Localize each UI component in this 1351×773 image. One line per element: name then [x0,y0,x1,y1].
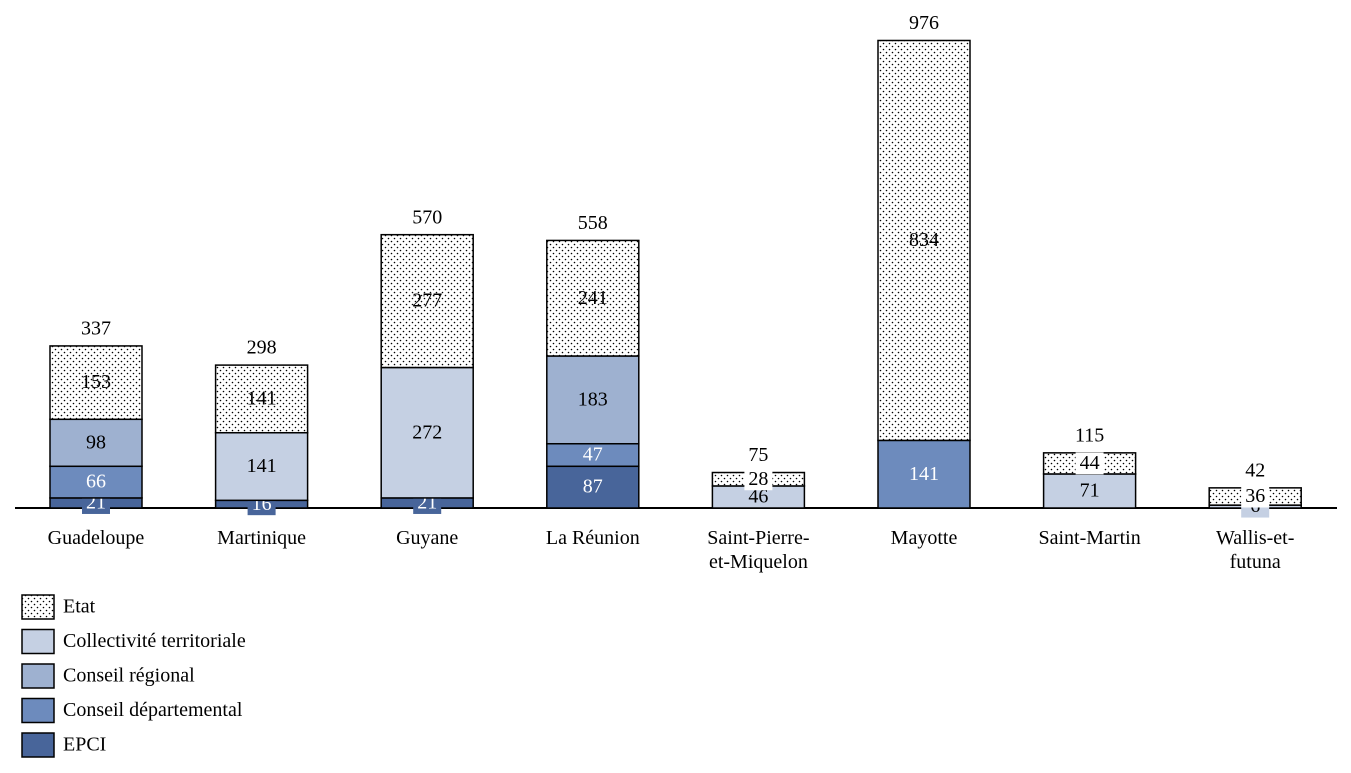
total-label: 337 [81,318,111,340]
x-tick-label: Saint-Martin [1038,527,1141,549]
legend-swatch [21,663,55,689]
bar-segment [546,355,640,445]
legend-label: Conseil départemental [63,699,243,721]
x-tick-label: Saint-Pierre-et-Miquelon [707,527,810,573]
value-label: 98 [86,431,106,453]
legend-label: EPCI [63,734,106,756]
value-label: 46 [748,486,768,508]
value-label: 183 [578,388,608,410]
value-label: 141 [247,388,277,410]
x-tick-label: Wallis-et-futuna [1216,527,1295,573]
x-tick-label: Martinique [217,527,307,549]
value-label: 141 [247,455,277,477]
value-label: 28 [748,468,768,490]
value-label: 241 [578,287,608,309]
value-label: 141 [909,463,939,485]
total-label: 570 [412,206,442,228]
x-tick-label: Guadeloupe [47,527,145,549]
value-label: 153 [81,371,111,393]
value-label-bg [1075,452,1104,475]
bar-segment [380,233,474,369]
total-label: 42 [1245,459,1265,481]
bar-segment [877,439,971,509]
total-label: 976 [909,12,939,34]
total-label: 115 [1075,424,1104,446]
x-tick-label: Guyane [396,527,459,549]
value-label: 272 [412,421,442,443]
bar-segment [877,39,971,442]
legend-swatch [21,628,55,655]
legend-swatch [21,732,55,758]
bar-segment [49,418,143,468]
total-label: 558 [578,212,608,234]
value-label: 66 [86,471,106,493]
bar-segment [214,431,309,502]
legend-label: Etat [63,596,96,618]
value-label: 87 [583,476,603,498]
legend-swatch [21,594,55,620]
value-label: 44 [1080,452,1100,474]
total-label: 75 [748,444,768,466]
bar-segment [380,366,474,499]
bar-segment [214,364,309,434]
value-label: 834 [909,229,939,251]
value-label: 47 [583,444,603,466]
value-label: 36 [1245,485,1265,507]
bar-segment [546,239,640,357]
value-label: 71 [1080,480,1100,502]
x-tick-label: Mayotte [890,527,958,549]
total-label: 298 [247,337,277,359]
legend-label: Conseil régional [63,665,195,687]
x-tick-label: La Réunion [545,527,640,549]
bar-segment [49,345,143,421]
bar-segment [546,465,640,509]
value-label-bg [744,468,773,491]
legend-label: Collectivité territoriale [63,630,246,652]
legend-swatch [21,697,55,724]
value-label-bg [1241,485,1270,508]
value-label: 277 [412,290,442,312]
